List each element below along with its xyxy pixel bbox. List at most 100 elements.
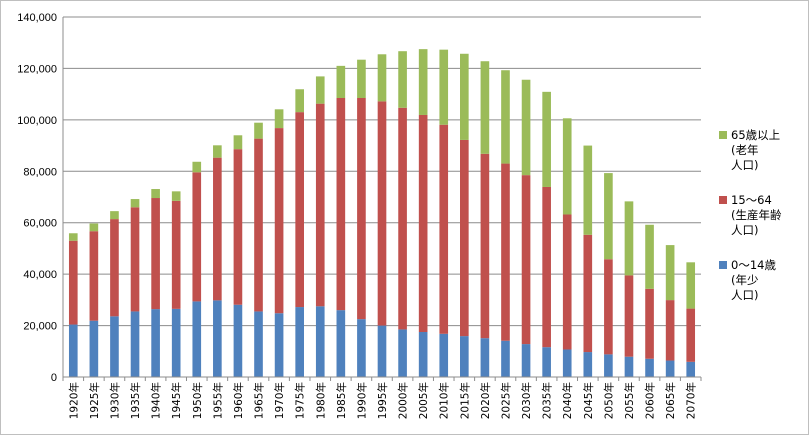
bar-segment-working [521, 175, 531, 345]
y-tick-labels: 0 20,000 40,000 60,000 80,000 100,000 120,000 1… [17, 12, 57, 384]
x-tick-label: 2065年 [664, 382, 677, 419]
y-tick-label: 60,000 [23, 218, 57, 230]
bar-segment-working [686, 308, 696, 362]
bar-segment-young [398, 329, 407, 377]
bar-segment-elderly [501, 70, 510, 164]
x-tick-label: 1980年 [314, 382, 327, 419]
bar-segment-working [295, 112, 304, 308]
bar-segment-elderly [315, 76, 325, 104]
bar-segment-working [213, 157, 222, 301]
bar-segment-elderly [233, 135, 243, 150]
axes [62, 17, 702, 381]
bar-segment-working [542, 186, 551, 348]
x-tick-label: 2030年 [520, 382, 533, 419]
bar-segment-elderly [398, 51, 407, 108]
legend-label: 人口) [731, 158, 759, 172]
x-tick-label: 1945年 [170, 382, 183, 419]
x-tick-label: 2060年 [644, 382, 657, 419]
y-tick-label: 140,000 [17, 12, 57, 24]
x-tick-label: 2000年 [397, 382, 410, 419]
bar-segment-working [274, 128, 284, 314]
bar-segment-working [68, 240, 78, 325]
bar-segment-working [418, 114, 428, 332]
bar-segment-young [686, 361, 696, 377]
bar-segment-elderly [377, 54, 387, 102]
bar-segment-working [254, 138, 263, 312]
y-tick-label: 120,000 [17, 63, 57, 75]
legend-label: 0〜14歳 [731, 258, 776, 272]
bar-segment-working [89, 231, 99, 321]
bar-segment-young [624, 356, 634, 377]
bar-segment-working [357, 98, 366, 320]
bar-segment-elderly [418, 49, 428, 115]
bar-segment-working [315, 103, 325, 307]
bar-segment-working [233, 149, 243, 305]
bar-segment-young [501, 340, 510, 377]
x-tick-label: 1965年 [253, 382, 266, 419]
bar-segment-elderly [439, 49, 449, 125]
x-tick-label: 2005年 [417, 382, 430, 419]
bar-segment-elderly [686, 262, 696, 309]
x-tick-label: 2010年 [438, 382, 451, 419]
bar-segment-elderly [171, 191, 181, 201]
legend-swatch [719, 131, 727, 139]
bar-segment-young [295, 307, 304, 377]
bar-segment-young [665, 360, 675, 377]
x-tick-label: 1940年 [150, 382, 163, 419]
bar-segment-working [130, 207, 140, 312]
bar-segment-young [171, 308, 181, 377]
bar-segment-young [439, 333, 449, 377]
bar-segment-working [624, 275, 634, 357]
bar-segment-young [418, 332, 428, 377]
x-tick-label: 1930年 [108, 382, 121, 419]
x-tick-label: 2020年 [479, 382, 492, 419]
bar-segment-young [357, 319, 366, 377]
bar-segment-working [110, 219, 119, 317]
bar-segment-young [254, 311, 263, 377]
bar-segment-young [68, 324, 78, 377]
bar-segment-elderly [604, 173, 613, 260]
bar-segment-working [398, 107, 407, 330]
x-tick-label: 2015年 [458, 382, 471, 419]
x-tick-label: 1985年 [335, 382, 348, 419]
bar-segment-young [233, 304, 243, 377]
bar-segment-young [377, 325, 387, 377]
x-tick-labels: 1920年 1925年 1930年 1935年 1940年 1945年 1950年 1955年… [67, 382, 697, 419]
bar-segment-young [542, 347, 551, 377]
x-tick-label: 1970年 [273, 382, 286, 419]
legend-label: 人口) [731, 288, 759, 302]
bar-segment-elderly [624, 201, 634, 276]
x-tick-label: 1925年 [88, 382, 101, 419]
x-tick-label: 1955年 [211, 382, 224, 419]
x-tick-label: 2050年 [602, 382, 615, 419]
legend-label: 15〜64 [731, 193, 772, 207]
bar-segment-young [562, 349, 572, 377]
bar-segment-elderly [192, 161, 202, 173]
x-tick-label: 1995年 [376, 382, 389, 419]
legend-label: 人口) [731, 223, 759, 237]
bar-segment-working [583, 234, 593, 353]
x-tick-label: 1920年 [67, 382, 80, 419]
bars [68, 49, 696, 377]
legend-swatch [719, 261, 727, 269]
bar-segment-elderly [583, 145, 593, 235]
bar-segment-elderly [151, 189, 160, 199]
bar-segment-elderly [336, 65, 346, 98]
x-tick-label: 2045年 [582, 382, 595, 419]
bar-segment-young [336, 310, 346, 377]
x-tick-label: 2055年 [623, 382, 636, 419]
legend-label: (生産年齢 [731, 208, 782, 222]
x-tick-label: 2040年 [561, 382, 574, 419]
bar-segment-working [192, 172, 202, 302]
y-tick-label: 40,000 [23, 269, 57, 281]
x-tick-label: 1975年 [294, 382, 307, 419]
bar-segment-elderly [274, 109, 284, 129]
y-tick-label: 80,000 [23, 166, 57, 178]
bar-segment-working [562, 214, 572, 350]
bar-segment-elderly [130, 199, 140, 208]
